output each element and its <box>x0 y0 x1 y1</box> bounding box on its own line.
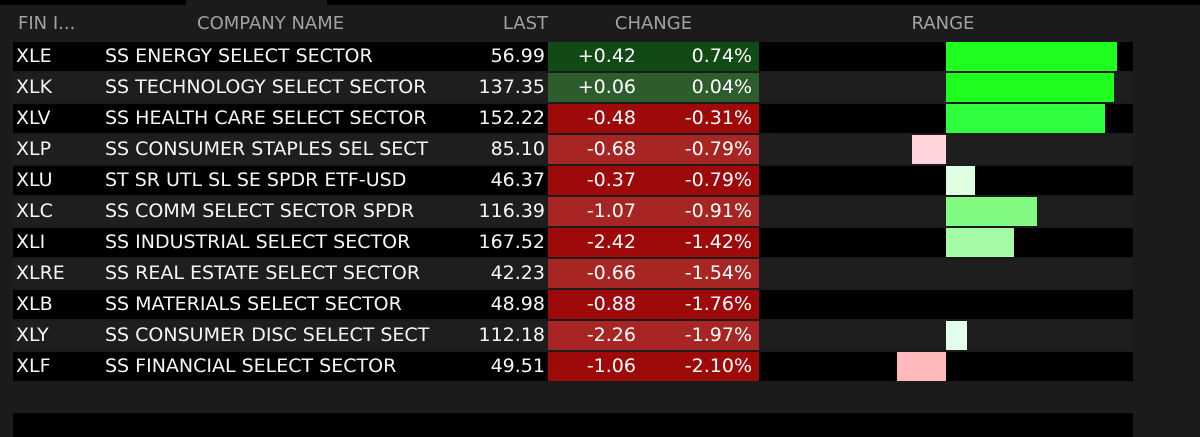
last-price-cell: 85.10 <box>490 138 545 160</box>
table-row[interactable]: XLE SS ENERGY SELECT SECTOR 56.99 +0.42 … <box>13 42 1133 71</box>
change-percent: -1.97% <box>684 324 752 346</box>
change-value: -2.26 <box>586 324 636 346</box>
ticker-cell: XLV <box>16 107 51 129</box>
last-price-cell: 42.23 <box>490 262 545 284</box>
company-name-cell: SS REAL ESTATE SELECT SECTOR <box>105 262 421 284</box>
ticker-cell: XLE <box>16 45 52 67</box>
change-percent: -1.76% <box>684 293 752 315</box>
change-value: -0.66 <box>586 262 636 284</box>
change-percent: -2.10% <box>684 355 752 377</box>
change-value: +0.06 <box>577 76 636 98</box>
change-cell: -2.42 -1.42% <box>548 228 759 257</box>
change-percent: -0.31% <box>684 107 752 129</box>
range-bar <box>946 42 1117 71</box>
column-header-change[interactable]: CHANGE <box>614 13 693 34</box>
change-value: -1.07 <box>586 200 636 222</box>
ticker-cell: XLB <box>16 293 53 315</box>
last-price-cell: 167.52 <box>478 231 545 253</box>
change-value: -0.88 <box>586 293 636 315</box>
table-row[interactable]: XLF SS FINANCIAL SELECT SECTOR 49.51 -1.… <box>13 352 1133 381</box>
change-percent: -0.79% <box>684 138 752 160</box>
last-price-cell: 46.37 <box>490 169 545 191</box>
company-name-cell: SS CONSUMER STAPLES SEL SECT <box>105 138 429 160</box>
change-value: -2.42 <box>586 231 636 253</box>
change-cell: -0.37 -0.79% <box>548 166 759 195</box>
company-name-cell: SS TECHNOLOGY SELECT SECTOR <box>105 76 427 98</box>
ticker-cell: XLF <box>16 355 51 377</box>
company-name-cell: SS INDUSTRIAL SELECT SECTOR <box>105 231 411 253</box>
table-row[interactable]: XLV SS HEALTH CARE SELECT SECTOR 152.22 … <box>13 104 1133 133</box>
ticker-cell: XLC <box>16 200 53 222</box>
change-percent: 0.74% <box>691 45 752 67</box>
company-name-cell: SS COMM SELECT SECTOR SPDR <box>105 200 415 222</box>
change-cell: -1.07 -0.91% <box>548 197 759 226</box>
range-bar <box>946 321 967 350</box>
change-percent: -1.54% <box>684 262 752 284</box>
table-row[interactable]: XLU ST SR UTL SL SE SPDR ETF-USD 46.37 -… <box>13 166 1133 195</box>
column-header-fin-index[interactable]: FIN I... <box>18 13 76 34</box>
column-header-range[interactable]: RANGE <box>911 13 975 34</box>
company-name-cell: ST SR UTL SL SE SPDR ETF-USD <box>105 169 407 191</box>
last-price-cell: 49.51 <box>490 355 545 377</box>
range-bar <box>946 104 1105 133</box>
range-bar <box>946 228 1014 257</box>
column-header-company-name[interactable]: COMPANY NAME <box>197 13 345 34</box>
change-percent: -0.79% <box>684 169 752 191</box>
empty-row-stripe <box>13 413 1133 437</box>
change-cell: +0.42 0.74% <box>548 42 759 71</box>
ticker-cell: XLY <box>16 324 49 346</box>
table-row[interactable]: XLC SS COMM SELECT SECTOR SPDR 116.39 -1… <box>13 197 1133 226</box>
last-price-cell: 112.18 <box>478 324 545 346</box>
last-price-cell: 152.22 <box>478 107 545 129</box>
table-row[interactable]: XLI SS INDUSTRIAL SELECT SECTOR 167.52 -… <box>13 228 1133 257</box>
ticker-cell: XLI <box>16 231 46 253</box>
last-price-cell: 48.98 <box>490 293 545 315</box>
table-row[interactable]: XLY SS CONSUMER DISC SELECT SECT 112.18 … <box>13 321 1133 350</box>
change-percent: 0.04% <box>691 76 752 98</box>
company-name-cell: SS FINANCIAL SELECT SECTOR <box>105 355 397 377</box>
company-name-cell: SS ENERGY SELECT SECTOR <box>105 45 373 67</box>
table-row[interactable]: XLB SS MATERIALS SELECT SECTOR 48.98 -0.… <box>13 290 1133 319</box>
ticker-cell: XLP <box>16 138 52 160</box>
last-price-cell: 56.99 <box>490 45 545 67</box>
company-name-cell: SS CONSUMER DISC SELECT SECT <box>105 324 430 346</box>
change-cell: -0.66 -1.54% <box>548 259 759 288</box>
last-price-cell: 116.39 <box>478 200 545 222</box>
change-percent: -0.91% <box>684 200 752 222</box>
change-value: -1.06 <box>586 355 636 377</box>
change-cell: +0.06 0.04% <box>548 73 759 102</box>
change-cell: -1.06 -2.10% <box>548 352 759 381</box>
change-cell: -0.68 -0.79% <box>548 135 759 164</box>
change-value: -0.37 <box>586 169 636 191</box>
change-percent: -1.42% <box>684 231 752 253</box>
table-row[interactable]: XLP SS CONSUMER STAPLES SEL SECT 85.10 -… <box>13 135 1133 164</box>
table-row[interactable]: XLK SS TECHNOLOGY SELECT SECTOR 137.35 +… <box>13 73 1133 102</box>
top-border-segment-right <box>327 0 1200 5</box>
top-border-segment-left <box>0 0 186 5</box>
change-cell: -0.88 -1.76% <box>548 290 759 319</box>
ticker-cell: XLU <box>16 169 53 191</box>
column-header-last[interactable]: LAST <box>502 13 548 34</box>
last-price-cell: 137.35 <box>478 76 545 98</box>
change-cell: -0.48 -0.31% <box>548 104 759 133</box>
range-bar <box>897 352 946 381</box>
range-bar <box>912 135 946 164</box>
range-bar <box>946 73 1114 102</box>
change-value: -0.68 <box>586 138 636 160</box>
company-name-cell: SS MATERIALS SELECT SECTOR <box>105 293 402 315</box>
table-row[interactable]: XLRE SS REAL ESTATE SELECT SECTOR 42.23 … <box>13 259 1133 288</box>
range-bar <box>946 166 975 195</box>
change-value: -0.48 <box>586 107 636 129</box>
company-name-cell: SS HEALTH CARE SELECT SECTOR <box>105 107 427 129</box>
ticker-cell: XLK <box>16 76 53 98</box>
change-cell: -2.26 -1.97% <box>548 321 759 350</box>
change-value: +0.42 <box>577 45 636 67</box>
range-bar <box>946 197 1037 226</box>
ticker-cell: XLRE <box>16 262 65 284</box>
